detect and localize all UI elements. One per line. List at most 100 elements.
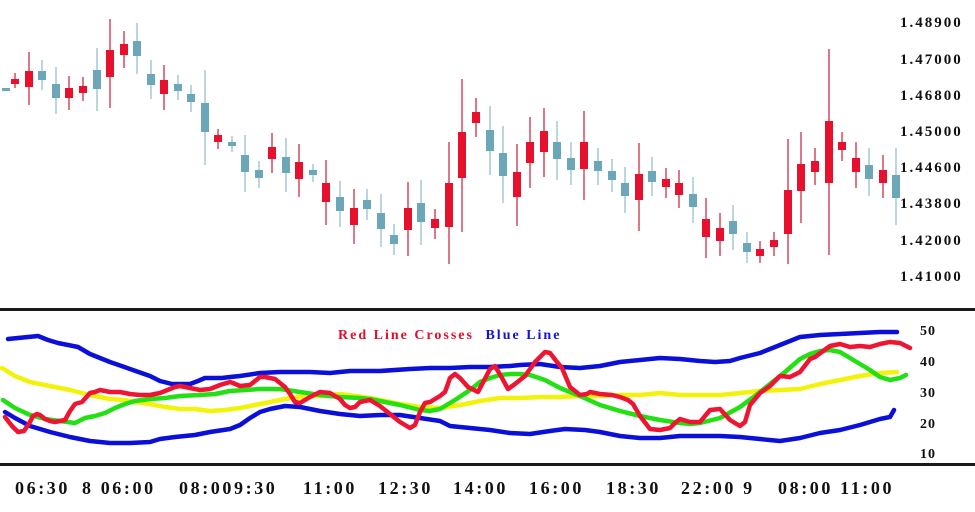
candle-body bbox=[445, 183, 453, 227]
indicator-title-blue: Blue Line bbox=[485, 328, 561, 343]
candle-body bbox=[363, 200, 371, 209]
candle-bullish bbox=[852, 142, 860, 188]
time-tick-label: 18:30 bbox=[606, 478, 661, 498]
candle-body bbox=[147, 74, 155, 85]
candle-bullish bbox=[458, 79, 466, 232]
candle-bearish bbox=[608, 159, 616, 192]
candle-body bbox=[621, 183, 629, 196]
candle-bullish bbox=[702, 198, 710, 258]
red-line-line bbox=[2, 339, 913, 435]
candle-bullish bbox=[662, 168, 670, 198]
candle-body bbox=[187, 94, 195, 102]
candle-bullish bbox=[79, 77, 87, 101]
candle-body bbox=[892, 175, 900, 198]
price-axis: 1.48900 1.47000 1.46800 1.45000 1.44600 … bbox=[900, 15, 963, 285]
candle-bearish bbox=[417, 180, 425, 245]
indicator-title: Red Line Crosses Blue Line bbox=[338, 328, 561, 343]
candle-body bbox=[838, 142, 846, 150]
time-tick-label: 08:009:30 bbox=[179, 478, 277, 498]
candle-body bbox=[648, 171, 656, 182]
candle-bearish bbox=[377, 194, 385, 247]
candle-body bbox=[797, 164, 805, 191]
green-line-line bbox=[0, 347, 909, 427]
candle-bullish bbox=[784, 139, 792, 264]
price-tick-label: 1.48900 bbox=[900, 15, 963, 31]
time-tick-label: 16:00 bbox=[529, 478, 584, 498]
candle-bearish bbox=[255, 161, 263, 188]
candle-bearish bbox=[363, 189, 371, 220]
candle-bearish bbox=[553, 121, 561, 180]
candle-bearish bbox=[729, 205, 737, 250]
candle-body bbox=[608, 171, 616, 180]
candle-bullish bbox=[445, 142, 453, 264]
candle-bullish bbox=[25, 52, 33, 105]
candle-bearish bbox=[147, 60, 155, 99]
candle-body bbox=[309, 170, 317, 175]
candle-body bbox=[282, 157, 290, 173]
candle-bullish bbox=[431, 209, 439, 239]
time-tick-label: 22:00 9 bbox=[681, 478, 755, 498]
candle-body bbox=[486, 130, 494, 151]
candle-body bbox=[472, 112, 480, 123]
candle-body bbox=[689, 194, 697, 207]
candle-bearish bbox=[282, 138, 290, 192]
candle-bullish bbox=[160, 65, 168, 110]
candle-bearish bbox=[38, 60, 46, 90]
candle-bullish bbox=[295, 144, 303, 197]
candle-bearish bbox=[621, 167, 629, 213]
candle-body bbox=[160, 80, 168, 94]
candle-body bbox=[390, 235, 398, 244]
candle-body bbox=[201, 103, 209, 132]
candle-body bbox=[174, 84, 182, 91]
candle-body bbox=[553, 142, 561, 159]
candle-body bbox=[120, 44, 128, 55]
candle-bullish bbox=[540, 108, 548, 177]
indicator-tick-label: 30 bbox=[920, 386, 936, 401]
candle-bullish bbox=[675, 170, 683, 208]
candle-bullish bbox=[120, 31, 128, 68]
candle-bullish bbox=[825, 49, 833, 255]
candle-body bbox=[784, 190, 792, 234]
time-tick-label: 08:00 11:00 bbox=[778, 478, 894, 498]
indicator-axis: 50 40 30 20 10 bbox=[920, 324, 936, 462]
time-tick-label: 11:00 bbox=[303, 478, 357, 498]
candle-bullish bbox=[797, 132, 805, 223]
candle-bearish bbox=[201, 70, 209, 165]
candle-bearish bbox=[743, 232, 751, 263]
time-tick-label: 06:30 bbox=[15, 478, 70, 498]
candle-bearish bbox=[486, 106, 494, 175]
candle-bearish bbox=[309, 164, 317, 182]
candle-bullish bbox=[350, 189, 358, 244]
candle-bullish bbox=[716, 213, 724, 256]
candle-body bbox=[567, 158, 575, 170]
candle-body bbox=[526, 142, 534, 163]
time-axis: 06:30 8 06:00 08:009:30 11:00 12:30 14:0… bbox=[15, 478, 894, 498]
candle-body bbox=[79, 86, 87, 93]
candle-bearish bbox=[2, 88, 10, 91]
candle-bearish bbox=[865, 148, 873, 196]
candle-bullish bbox=[65, 76, 73, 110]
candle-body bbox=[865, 165, 873, 179]
candle-body bbox=[255, 170, 263, 178]
candle-bullish bbox=[214, 129, 222, 149]
candle-bearish bbox=[228, 136, 236, 152]
candle-bearish bbox=[689, 177, 697, 223]
candle-bullish bbox=[580, 111, 588, 200]
candle-body bbox=[635, 174, 643, 200]
candle-body bbox=[702, 219, 710, 237]
candlestick-series bbox=[2, 19, 900, 264]
candle-bullish bbox=[756, 241, 764, 263]
candle-body bbox=[540, 131, 548, 152]
candle-body bbox=[499, 153, 507, 176]
indicator-title-red: Red Line Crosses bbox=[338, 328, 474, 343]
candle-body bbox=[350, 208, 358, 225]
indicator-tick-label: 20 bbox=[920, 417, 936, 432]
candle-body bbox=[322, 183, 330, 202]
candle-bearish bbox=[93, 48, 101, 111]
candle-body bbox=[65, 88, 73, 98]
candle-bullish bbox=[513, 144, 521, 226]
candle-body bbox=[852, 158, 860, 172]
candle-bearish bbox=[187, 85, 195, 112]
indicator-tick-label: 40 bbox=[920, 355, 936, 370]
